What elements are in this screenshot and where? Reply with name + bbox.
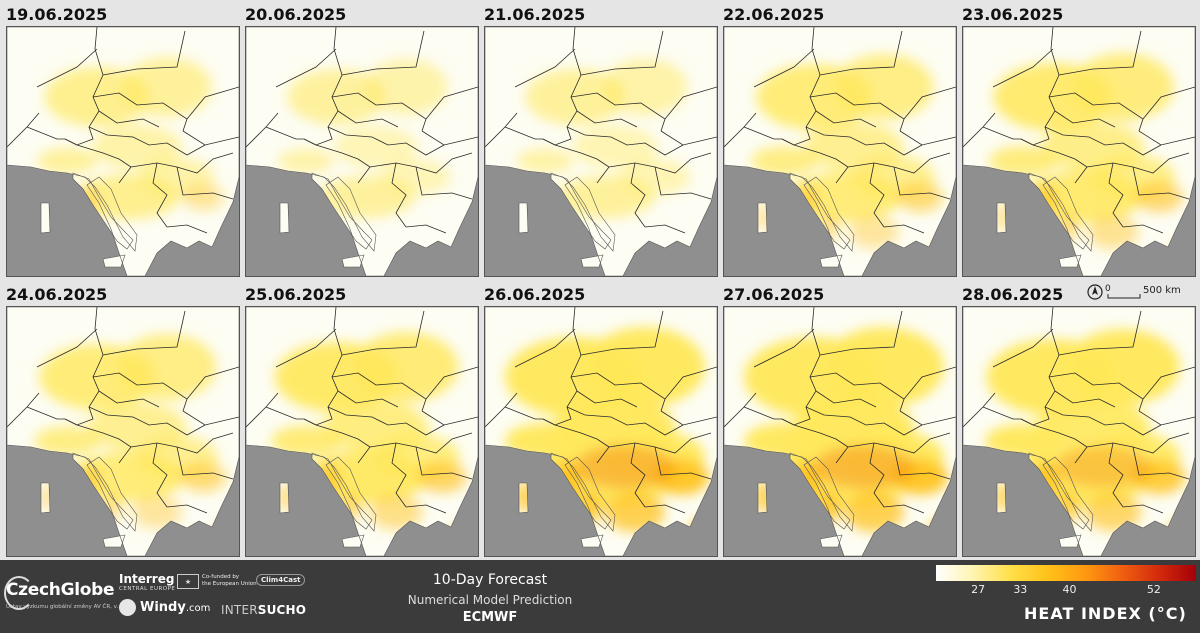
map-panel: 20.06.2025: [239, 0, 479, 280]
scale-zero: 0: [1105, 284, 1111, 294]
map-panel: 22.06.2025: [717, 0, 957, 280]
panel-date: 19.06.2025: [6, 5, 108, 24]
windy-text: Windy: [140, 600, 186, 615]
legend-tick: 33: [1013, 583, 1028, 596]
legend-title: HEAT INDEX (°C): [1024, 604, 1187, 623]
windy-logo-icon: [119, 599, 136, 616]
panel-date: 23.06.2025: [962, 5, 1064, 24]
czechglobe-logo-icon: [4, 576, 34, 610]
country-borders: [485, 27, 717, 276]
heat-overlay: [278, 59, 451, 218]
heat-index-map: [484, 306, 718, 557]
heat-overlay: [516, 58, 691, 219]
intersucho-part-1: INTER: [221, 603, 258, 617]
map-panel: 23.06.2025: [956, 0, 1196, 280]
map-panel: 27.06.2025: [717, 280, 957, 560]
eu-cofunded-text: Co-funded by the European Union: [202, 574, 257, 588]
eu-text-line-2: the European Union: [202, 581, 257, 587]
heat-index-map: [962, 306, 1196, 557]
windy-suffix: .com: [185, 603, 211, 614]
intersucho-logo: INTERSUCHO: [221, 603, 306, 617]
country-borders: [724, 27, 956, 276]
footer: CzechGlobe Ústav výzkumu globální změny …: [0, 560, 1200, 633]
heat-index-map: [245, 26, 479, 277]
czechglobe-subtitle: Ústav výzkumu globální změny AV ČR, v. v…: [6, 604, 130, 610]
panel-date: 27.06.2025: [723, 285, 825, 304]
panel-date: 28.06.2025: [962, 285, 1064, 304]
country-borders: [7, 27, 239, 276]
map-panel: 21.06.2025: [478, 0, 718, 280]
map-panel: 19.06.2025: [0, 0, 240, 280]
country-borders: [724, 307, 956, 556]
intersucho-part-2: SUCHO: [257, 603, 307, 617]
heat-index-map: [6, 26, 240, 277]
panel-date: 24.06.2025: [6, 285, 108, 304]
legend-tick: 40: [1062, 583, 1077, 596]
heat-index-map: [6, 306, 240, 557]
forecast-subtitle: Numerical Model Prediction: [407, 593, 573, 607]
scale-distance: 500 km: [1143, 285, 1181, 296]
legend-tick: 27: [971, 583, 986, 596]
heat-index-map: [723, 306, 957, 557]
eu-text-line-1: Co-funded by: [202, 574, 240, 580]
country-borders: [485, 307, 717, 556]
map-panel: 28.06.2025: [956, 280, 1196, 560]
scale-bar: 0 500 km: [1087, 284, 1181, 300]
map-panel: 24.06.2025: [0, 280, 240, 560]
heat-overlay: [734, 327, 956, 556]
heat-index-map: [723, 26, 957, 277]
panel-date: 26.06.2025: [484, 285, 586, 304]
interreg-subtitle: CENTRAL EUROPE: [119, 586, 176, 592]
clim4cast-logo: Clim4Cast: [256, 574, 306, 586]
panel-date: 22.06.2025: [723, 5, 825, 24]
forecast-title: 10-Day Forecast: [432, 572, 548, 588]
panel-date: 20.06.2025: [245, 5, 347, 24]
country-borders: [963, 307, 1195, 556]
heat-overlay: [34, 334, 239, 554]
interreg-logo: Interreg: [119, 572, 175, 586]
map-panel: 26.06.2025: [478, 280, 718, 560]
forecast-model: ECMWF: [462, 610, 518, 625]
panel-date: 25.06.2025: [245, 285, 347, 304]
heat-index-map: [962, 26, 1196, 277]
panel-date: 21.06.2025: [484, 5, 586, 24]
eu-flag-icon: ★: [177, 574, 199, 589]
country-borders: [246, 307, 478, 556]
map-grid: 19.06.2025 20.06.2025 21.06.2025 22.06.2025…: [0, 0, 1196, 560]
country-borders: [246, 27, 478, 276]
map-panel: 25.06.2025: [239, 280, 479, 560]
czechglobe-logo: CzechGlobe: [6, 580, 115, 600]
country-borders: [7, 307, 239, 556]
windy-logo: Windy.com: [140, 600, 210, 615]
country-borders: [963, 27, 1195, 276]
heat-index-map: [245, 306, 479, 557]
north-arrow-icon: [1087, 284, 1103, 300]
heat-index-colorbar: [936, 565, 1196, 581]
legend-tick: 52: [1146, 583, 1161, 596]
heat-index-map: [484, 26, 718, 277]
